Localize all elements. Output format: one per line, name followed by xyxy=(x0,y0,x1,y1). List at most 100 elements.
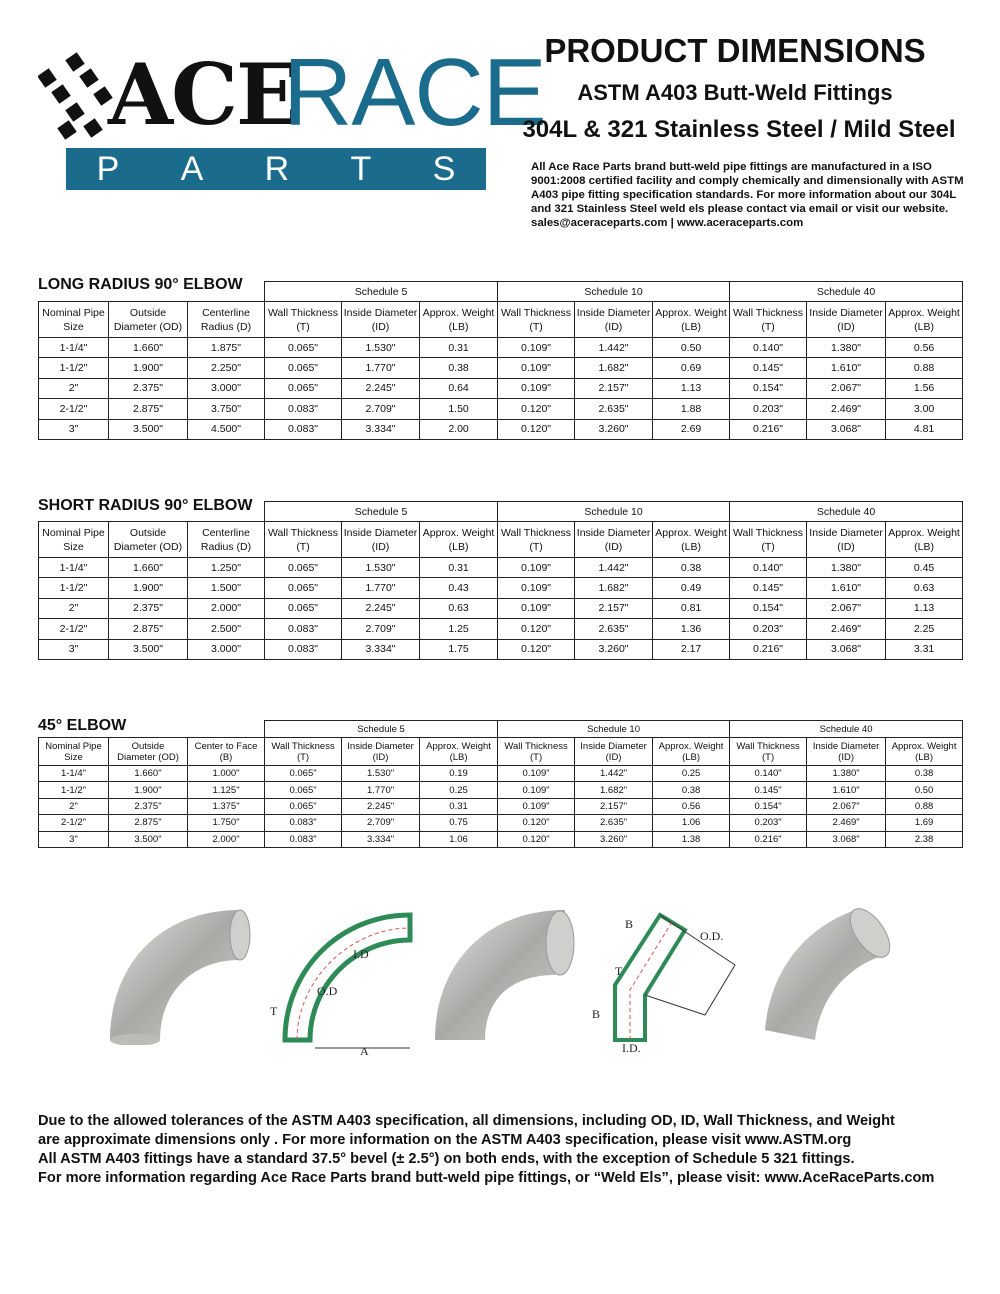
table-cell: 1.500" xyxy=(186,577,266,599)
table-row: 3" 3.500" 4.500" 0.083" 3.334" 2.00 0.120" 3.26… xyxy=(38,418,964,440)
diagram-label-id: I.D. xyxy=(622,1041,641,1055)
table-row: 3" 3.500" 2.000" 0.083" 3.334" 1.06 0.120" 3.26… xyxy=(38,830,964,848)
elbow-90-long-photo xyxy=(110,909,251,1045)
column-header-line: Approx. Weight xyxy=(422,526,495,539)
intro-paragraph: All Ace Race Parts brand butt-weld pipe … xyxy=(531,161,964,229)
column-header: Outside Diameter (OD) xyxy=(108,521,188,558)
table-cell: 0.083" xyxy=(264,418,343,440)
column-header-line: (LB) xyxy=(449,751,468,763)
table-cell: 0.38 xyxy=(419,357,499,379)
column-header: Inside Diameter (ID) xyxy=(806,301,887,338)
column-header-line: (T) xyxy=(529,320,543,333)
column-header-line: (T) xyxy=(296,540,310,553)
table-cell: 1.770" xyxy=(341,357,421,379)
table-cell: 1.610" xyxy=(806,357,887,379)
column-header-line: Wall Thickness xyxy=(733,526,804,539)
footer-line: All ASTM A403 fittings have a standard 3… xyxy=(38,1151,855,1167)
column-header-line: Inside Diameter xyxy=(576,526,651,539)
table-row: 2" 2.375" 3.000" 0.065" 2.245" 0.64 0.109" 2.15… xyxy=(38,377,964,400)
schedule-header: Schedule 5 xyxy=(264,720,499,738)
table-cell: 3.068" xyxy=(806,830,887,848)
table-cell: 0.216" xyxy=(729,638,808,660)
table-row: 1-1/2" 1.900" 2.250" 0.065" 1.770" 0.38 0.109"… xyxy=(38,357,964,379)
column-header-line: Approx. Weight xyxy=(422,306,495,319)
column-header-line: (LB) xyxy=(915,751,934,763)
column-header-line: Wall Thickness xyxy=(268,306,339,319)
table-cell: 2.157" xyxy=(574,797,654,816)
table-cell: 2.635" xyxy=(574,814,654,832)
column-header: Inside Diameter (ID) xyxy=(341,521,421,558)
column-header-line: (T) xyxy=(296,751,310,763)
blank-cell xyxy=(38,281,265,302)
column-header-line: Inside Diameter xyxy=(576,306,651,319)
column-header-line: Nominal Pipe xyxy=(45,740,102,752)
table-cell: 2.635" xyxy=(574,618,654,640)
column-header-line: (LB) xyxy=(682,751,701,763)
column-header-line: (ID) xyxy=(605,751,622,763)
column-header-line: Diameter (OD) xyxy=(113,320,183,333)
column-header: Wall Thickness (T) xyxy=(264,521,343,558)
column-header: Wall Thickness (T) xyxy=(729,521,808,558)
table-cell: 0.45 xyxy=(885,556,964,579)
table-cell: 0.63 xyxy=(885,577,964,599)
table-cell: 0.120" xyxy=(497,638,576,660)
table-cell: 0.083" xyxy=(264,814,343,832)
column-header-line: (ID) xyxy=(604,540,623,553)
column-header: Wall Thickness (T) xyxy=(497,737,576,766)
table-cell: 0.120" xyxy=(497,418,576,440)
table-row: 1-1/2" 1.900" 1.125" 0.065" 1.770" 0.25 0.109"… xyxy=(38,781,964,799)
table-cell: 1-1/2" xyxy=(38,577,109,599)
table-cell: 2.709" xyxy=(341,814,421,832)
diagram-label-b: B xyxy=(592,1007,600,1021)
table-cell: 1.530" xyxy=(341,764,421,783)
table-cell: 1-1/2" xyxy=(38,781,109,799)
column-header: Inside Diameter (ID) xyxy=(574,737,654,766)
column-header: Approx. Weight (LB) xyxy=(419,301,499,338)
column-header: Inside Diameter (ID) xyxy=(341,301,421,338)
column-header-line: (B) xyxy=(219,751,233,763)
table-cell: 2.067" xyxy=(806,597,887,620)
table-cell: 0.083" xyxy=(264,398,343,420)
column-header: Centerline Radius (D) xyxy=(186,521,266,558)
column-header-line: Size xyxy=(63,320,84,333)
long-radius-90-table: Schedule 5 Schedule 10 Schedule 40 Nominal … xyxy=(38,281,964,440)
table-cell: 0.63 xyxy=(419,597,499,620)
table-cell: 0.065" xyxy=(264,797,343,816)
logo-race-text: RACE xyxy=(283,39,547,146)
column-header-line: Wall Thickness xyxy=(733,306,804,319)
column-header: Inside Diameter (ID) xyxy=(341,737,421,766)
table-cell: 1.125" xyxy=(186,781,266,799)
table-cell: 0.75 xyxy=(419,814,499,832)
table-cell: 0.154" xyxy=(729,797,808,816)
table-cell: 0.25 xyxy=(652,764,731,783)
table-cell: 0.109" xyxy=(497,357,576,379)
column-header-line: (T) xyxy=(761,540,775,553)
table-cell: 1.660" xyxy=(108,556,188,579)
table-cell: 0.109" xyxy=(497,577,576,599)
column-header: Inside Diameter (ID) xyxy=(574,301,654,338)
column-header-line: Approx. Weight xyxy=(655,526,727,539)
table-cell: 1.750" xyxy=(186,814,266,832)
table-cell: 1.000" xyxy=(186,764,266,783)
column-header: Wall Thickness (T) xyxy=(497,301,576,338)
diagram-label-od: O.D. xyxy=(700,929,723,943)
column-header: Wall Thickness (T) xyxy=(264,737,343,766)
diagram-label-od: O.D xyxy=(317,984,338,998)
table-cell: 2.709" xyxy=(341,618,421,640)
table-cell: 0.109" xyxy=(497,781,576,799)
page-title: PRODUCT DIMENSIONS xyxy=(544,32,926,69)
table-cell: 0.083" xyxy=(264,830,343,848)
table-cell: 0.38 xyxy=(652,556,731,579)
table-cell: 2.469" xyxy=(806,398,887,420)
table-cell: 2.500" xyxy=(186,618,266,640)
table-cell: 2.469" xyxy=(806,618,887,640)
column-header-line: (LB) xyxy=(681,540,701,553)
table-cell: 0.109" xyxy=(497,377,576,400)
table-cell: 0.154" xyxy=(729,597,808,620)
checkered-flag-icon xyxy=(38,52,113,140)
column-header: Nominal Pipe Size xyxy=(38,737,109,766)
table-cell: 1-1/4" xyxy=(38,556,109,579)
table-cell: 1.530" xyxy=(341,336,421,359)
diagram-label-a: A xyxy=(360,1044,369,1058)
table-cell: 1.50 xyxy=(419,398,499,420)
